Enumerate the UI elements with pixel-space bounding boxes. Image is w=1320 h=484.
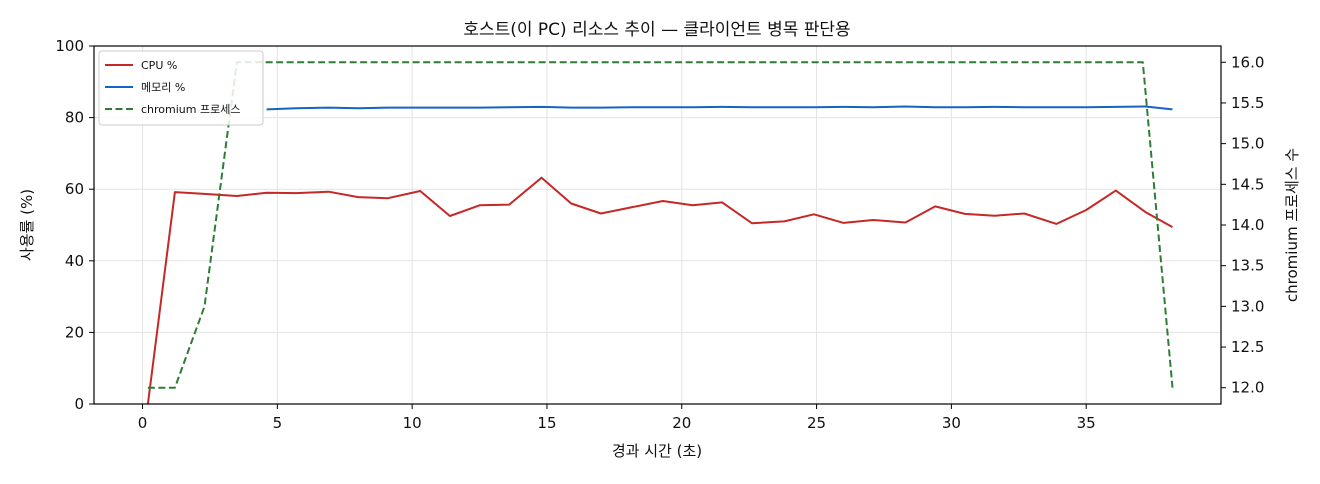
x-tick-label: 20 [672, 414, 691, 432]
y-tick-label: 100 [55, 37, 84, 55]
legend-box [98, 50, 264, 126]
x-tick-label: 30 [942, 414, 961, 432]
y2-tick-label: 12.5 [1231, 338, 1264, 356]
y-tick-label: 60 [65, 180, 84, 198]
y2-tick-label: 12.0 [1231, 379, 1264, 397]
x-tick-label: 35 [1077, 414, 1096, 432]
series-line-2 [147, 61, 1174, 389]
x-axis-label: 경과 시간 (초) [612, 442, 702, 460]
y2-tick-label: 16.0 [1231, 53, 1264, 71]
series-line-1 [266, 105, 1173, 111]
y2-tick-label: 13.0 [1231, 297, 1264, 315]
y2-tick-label: 13.5 [1231, 257, 1264, 275]
y-tick-label: 40 [65, 252, 84, 270]
y-axis-label: 사용률 (%) [18, 189, 36, 261]
x-tick-label: 5 [273, 414, 283, 432]
series-line-0 [146, 176, 1173, 405]
y-tick-label: 0 [74, 395, 84, 413]
x-tick-label: 10 [403, 414, 422, 432]
y2-tick-label: 14.5 [1231, 175, 1264, 193]
y2-tick-label: 15.5 [1231, 94, 1264, 112]
y-tick-label: 20 [65, 323, 84, 341]
y2-tick-label: 14.0 [1231, 216, 1264, 234]
chart-title: 호스트(이 PC) 리소스 추이 — 클라이언트 병목 판단용 [463, 20, 850, 40]
legend-label-0: CPU % [141, 59, 177, 72]
y2-axis-label: chromium 프로세스 수 [1283, 148, 1301, 302]
x-tick-label: 15 [537, 414, 556, 432]
legend-label-1: 메모리 % [141, 81, 185, 94]
legend-label-2: chromium 프로세스 [141, 103, 240, 116]
series-layer [146, 61, 1174, 405]
ticks-layer: 0 5 10 15 20 25 30 35 0 20 40 60 80 100 12.0 12.5 13.0 13… [55, 37, 1264, 432]
x-tick-label: 0 [138, 414, 148, 432]
legend-layer: CPU % 메모리 % chromium 프로세스 [98, 50, 264, 126]
y-tick-label: 80 [65, 109, 84, 127]
x-tick-label: 25 [807, 414, 826, 432]
y2-tick-label: 15.0 [1231, 135, 1264, 153]
